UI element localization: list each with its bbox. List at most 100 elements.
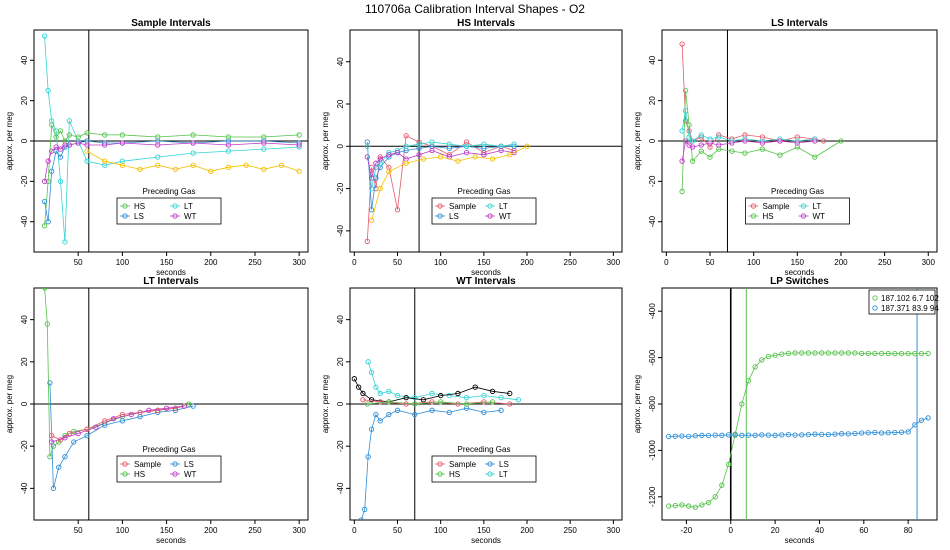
data-point [243,162,249,168]
legend-title: Preceding Gas [458,187,511,196]
data-point [368,426,375,432]
series-wt [364,147,517,181]
data-point [892,351,898,357]
data-point [872,429,878,436]
data-point [832,350,838,356]
data-point [377,156,383,162]
data-point [296,168,302,174]
legend-marker [487,203,493,209]
data-point [155,142,161,148]
data-point [698,132,704,138]
data-point [698,142,704,148]
data-point [852,350,858,356]
panel-wt: WT Intervals 0 50 100 150 200 250 300 -40 -20 0 20 4… [321,276,623,545]
legend-box [868,289,936,315]
legend-marker [437,471,443,477]
data-point [785,350,792,357]
data-point [779,351,785,357]
data-point [772,432,778,438]
data-point [455,390,461,397]
data-point [825,350,831,356]
data-point [481,409,487,416]
data-point [420,397,427,403]
series-line [353,378,510,403]
data-point [429,407,435,413]
y-axis-label: approx. per meg [633,112,642,170]
data-point [912,351,918,357]
data-point [429,139,435,145]
data-point [84,130,90,136]
data-point [745,378,752,384]
series-ls [358,405,504,520]
data-point [84,148,90,154]
data-point [53,144,59,150]
x-tick-label: 200 [834,258,848,267]
data-point [812,350,818,356]
data-point [918,351,925,357]
legend-marker [172,461,178,467]
data-point [446,392,452,399]
x-tick-label: 100 [434,526,448,535]
data-point [925,350,931,357]
panel-hs: HS Intervals 0 50 100 150 200 250 300 -40 -20 0 20 4… [321,18,623,277]
legend-entry: WT [184,212,197,221]
data-point [41,223,48,229]
data-point [707,154,713,160]
panel-title: WT Intervals [456,276,516,287]
legend-marker [122,471,128,477]
data-point [394,392,401,399]
legend-marker [487,471,493,477]
x-tick-label: 300 [607,258,621,267]
data-point [777,152,783,158]
data-point [729,148,735,154]
data-point [885,351,891,357]
data-point [438,399,444,405]
y-axis-label: approx. per meg [321,375,330,433]
x-tick-label: 60 [859,526,868,535]
data-point [93,424,99,430]
x-axis-label: seconds [156,536,186,545]
legend-entry: LT [813,202,822,211]
legend-marker [800,203,807,209]
data-point [905,429,911,435]
data-point [119,162,126,168]
data-point [838,350,845,356]
series-line [367,401,493,405]
data-point [666,503,672,509]
data-point [296,132,302,138]
data-point [358,517,364,520]
data-point [84,158,90,164]
data-point [739,401,745,407]
data-point [365,454,371,460]
data-point [878,430,885,436]
y-tick-label: -1200 [648,486,657,507]
data-point [765,432,772,438]
series-line [44,140,300,222]
data-point [190,150,196,156]
data-point [865,430,871,436]
data-point [155,407,161,413]
x-tick-label: 150 [160,258,174,267]
data-point [102,142,108,148]
y-tick-label: -20 [336,182,345,194]
legend-entry: Sample [763,202,791,211]
data-point [845,431,851,437]
data-point [420,156,427,162]
data-point [66,142,73,148]
x-tick-label: -20 [681,526,693,535]
data-point [49,122,55,128]
data-point [386,399,392,405]
data-point [679,188,685,195]
y-tick-label: 0 [20,138,29,143]
data-point [481,399,487,405]
data-point [186,401,192,407]
data-point [50,443,57,449]
y-tick-label: 20 [336,99,345,108]
data-point [912,422,918,428]
legend-entry: WT [813,212,826,221]
data-point [777,138,783,144]
panel-lt: LT Intervals 50 100 150 200 250 300 -40 -20 0 20 40… [5,276,309,545]
x-tick-label: 250 [564,526,578,535]
